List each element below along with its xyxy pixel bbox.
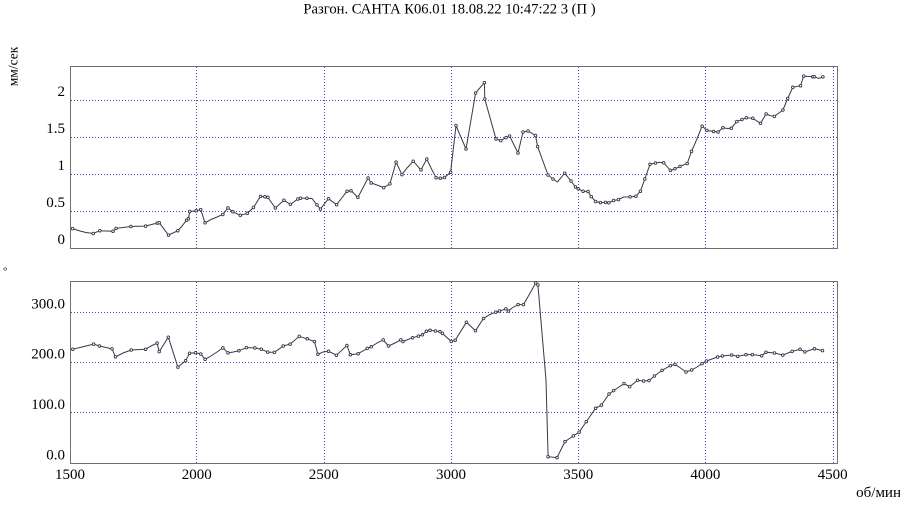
svg-text:об/мин: об/мин xyxy=(856,485,900,500)
svg-text:0: 0 xyxy=(58,232,66,248)
svg-text:3500: 3500 xyxy=(563,467,593,483)
svg-text:2000: 2000 xyxy=(182,467,212,483)
svg-text:200.0: 200.0 xyxy=(31,347,65,363)
svg-text:мм/сек: мм/сек xyxy=(6,46,21,86)
svg-text:100.0: 100.0 xyxy=(31,397,65,413)
svg-text:2: 2 xyxy=(58,84,66,100)
svg-text:1: 1 xyxy=(58,158,66,174)
svg-text:4000: 4000 xyxy=(690,467,720,483)
svg-text:Разгон. САНТА К06.01 18.08.22: Разгон. САНТА К06.01 18.08.22 10:47:22 3… xyxy=(303,2,595,18)
svg-text:0.5: 0.5 xyxy=(46,195,65,211)
svg-text:300.0: 300.0 xyxy=(31,296,65,312)
svg-text:1.5: 1.5 xyxy=(46,121,65,137)
svg-text:4500: 4500 xyxy=(818,467,848,483)
svg-text:°: ° xyxy=(3,266,7,278)
svg-text:1500: 1500 xyxy=(55,467,85,483)
svg-text:3000: 3000 xyxy=(436,467,466,483)
svg-text:0.0: 0.0 xyxy=(46,447,65,463)
svg-text:2500: 2500 xyxy=(309,467,339,483)
